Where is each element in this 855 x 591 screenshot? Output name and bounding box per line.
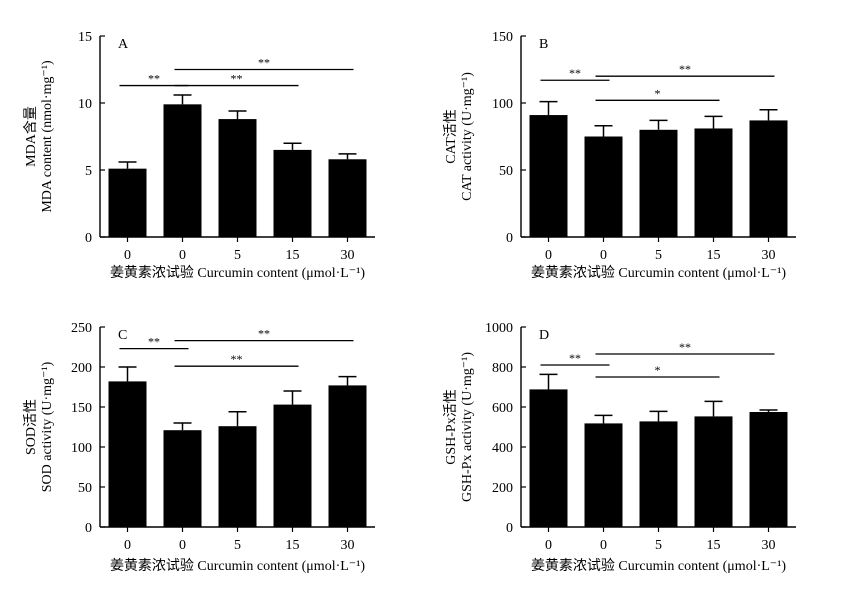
bar [218,426,257,527]
y-tick-label: 100 [71,441,92,456]
bar [584,136,623,237]
x-axis-title: 姜黄素浓试验 Curcumin content (μmol·L⁻¹) [531,264,786,281]
significance-label: ** [231,352,243,366]
y-axis-title-cn: SOD活性 [23,399,39,455]
panel-letter: A [118,37,129,52]
bar [529,389,568,527]
bar [163,430,202,527]
y-tick-label: 150 [71,401,92,416]
y-axis-title: GSH-Px activity (U·mg⁻¹) [460,352,475,502]
y-tick-label: 100 [492,97,513,112]
bar [749,412,788,527]
x-tick-label: 5 [655,538,662,553]
bar [328,159,367,237]
y-tick-label: 400 [492,441,513,456]
y-tick-label: 200 [492,481,513,496]
bar [328,385,367,527]
panel-letter: D [539,328,549,343]
x-tick-label: 15 [707,248,721,263]
significance-label: ** [231,72,243,86]
significance-label: ** [569,66,581,80]
significance-label: ** [148,335,160,349]
x-tick-label: 5 [234,248,241,263]
x-tick-label: 30 [341,248,355,263]
significance-label: ** [258,56,270,70]
y-tick-label: 0 [506,231,513,246]
y-axis-title: SOD activity (U·mg⁻¹) [40,361,55,492]
bar [639,129,678,237]
y-tick-label: 800 [492,361,513,376]
y-tick-label: 200 [71,361,92,376]
x-tick-label: 0 [545,248,552,263]
x-axis-title: 姜黄素浓试验 Curcumin content (μmol·L⁻¹) [110,557,365,574]
panel-letter: C [118,328,127,343]
significance-label: ** [679,62,691,76]
bar [529,115,568,237]
y-tick-label: 50 [78,481,92,496]
x-tick-label: 15 [286,248,300,263]
y-tick-label: 1000 [485,321,513,336]
x-tick-label: 0 [600,248,607,263]
y-tick-label: 150 [492,30,513,45]
panel-c: 0 50 100 150 200 250 0 0 5 15 30 ** ** ** C SOD活性 SOD ac… [23,321,375,574]
bar [639,421,678,527]
x-tick-label: 5 [234,538,241,553]
x-tick-label: 0 [124,538,131,553]
x-tick-label: 30 [762,248,776,263]
bar [108,381,147,527]
bar [694,416,733,527]
y-axis-title-cn: MDA含量 [23,106,39,167]
significance-label: * [655,363,661,377]
x-axis-title: 姜黄素浓试验 Curcumin content (μmol·L⁻¹) [110,264,365,281]
bar [273,404,312,527]
y-tick-label: 0 [506,521,513,536]
significance-label: * [655,86,661,100]
bar [218,119,257,237]
x-axis-title: 姜黄素浓试验 Curcumin content (μmol·L⁻¹) [531,557,786,574]
significance-label: ** [148,72,160,86]
x-tick-label: 0 [124,248,131,263]
bar [694,128,733,237]
y-tick-label: 50 [499,164,513,179]
y-tick-label: 0 [85,521,92,536]
x-tick-label: 0 [179,538,186,553]
y-tick-label: 0 [85,231,92,246]
significance-label: ** [679,340,691,354]
panel-letter: B [539,37,548,52]
x-tick-label: 15 [707,538,721,553]
y-tick-label: 600 [492,401,513,416]
bar [749,120,788,237]
y-tick-label: 5 [85,164,92,179]
x-tick-label: 30 [341,538,355,553]
bar [163,104,202,237]
significance-label: ** [258,327,270,341]
y-axis-title-cn: CAT活性 [443,109,459,163]
bar [584,423,623,527]
x-tick-label: 5 [655,248,662,263]
y-tick-label: 250 [71,321,92,336]
bar [273,149,312,237]
x-tick-label: 30 [762,538,776,553]
x-tick-label: 15 [286,538,300,553]
x-tick-label: 0 [179,248,186,263]
bar [108,168,147,237]
significance-label: ** [569,351,581,365]
y-tick-label: 15 [78,30,92,45]
y-tick-label: 10 [78,97,92,112]
y-axis-title: MDA content (nmol·mg⁻¹) [40,60,55,213]
y-axis-title: CAT activity (U·mg⁻¹) [460,72,475,201]
panel-a: 0 5 10 15 0 0 5 15 30 ** ** ** A MDA含量 MDA content (nm… [23,30,375,281]
x-tick-label: 0 [600,538,607,553]
x-tick-label: 0 [545,538,552,553]
y-axis-title-cn: GSH-Px活性 [443,389,459,464]
